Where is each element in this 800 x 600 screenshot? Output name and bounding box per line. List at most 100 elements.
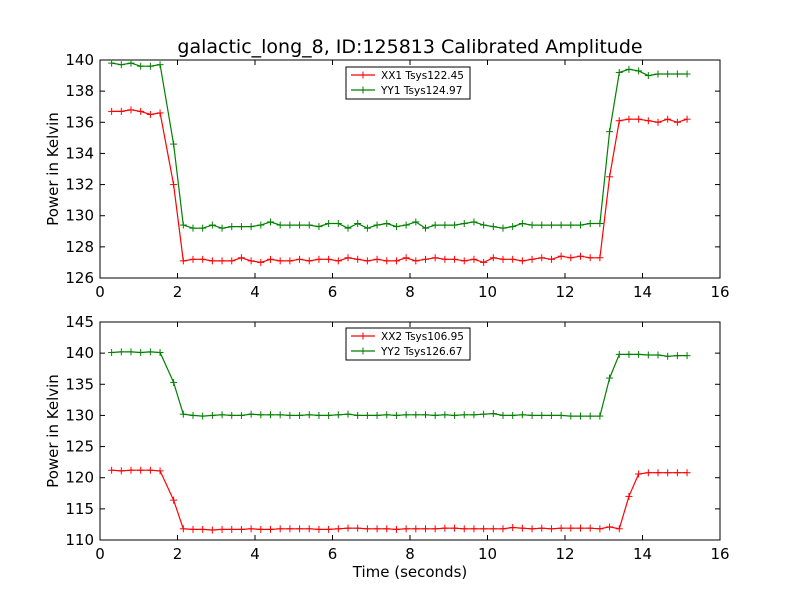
y-tick-label: 120: [65, 469, 94, 487]
data-point: [499, 411, 507, 419]
data-point: [586, 220, 594, 227]
data-point: [305, 257, 313, 265]
data-point: [247, 257, 255, 265]
data-point: [373, 525, 381, 533]
x-axis-label: Time (seconds): [352, 563, 468, 581]
data-point: [127, 59, 135, 67]
data-point: [218, 257, 226, 265]
data-point: [189, 411, 197, 419]
data-point: [179, 257, 187, 265]
data-point: [108, 349, 116, 357]
y-axis-label: Power in Kelvin: [44, 112, 62, 226]
data-point: [547, 411, 555, 419]
data-point: [567, 254, 575, 262]
data-point: [257, 221, 265, 229]
data-point: [257, 258, 265, 266]
legend-label: XX1 Tsys122.45: [381, 70, 464, 82]
data-point: [460, 411, 468, 419]
data-point: [654, 70, 662, 78]
data-point: [383, 257, 391, 265]
data-point: [402, 221, 410, 229]
data-point: [577, 252, 584, 260]
data-point: [547, 525, 555, 533]
data-point: [402, 254, 410, 262]
data-point: [137, 466, 145, 474]
data-point: [683, 352, 691, 360]
data-point: [247, 223, 255, 231]
data-point: [305, 221, 313, 229]
data-point: [402, 411, 410, 419]
x-tick-label: 4: [250, 283, 260, 301]
x-tick-label: 12: [555, 545, 574, 563]
data-point: [606, 128, 614, 136]
data-point: [267, 218, 274, 226]
data-point: [117, 467, 125, 475]
legend: XX1 Tsys122.45 YY1 Tsys124.97: [345, 66, 471, 100]
data-point: [596, 254, 604, 262]
y-tick-label: 128: [65, 238, 94, 256]
data-point: [325, 220, 333, 227]
legend-entry: YY1 Tsys124.97: [351, 85, 462, 97]
figure-title: galactic_long_8, ID:125813 Calibrated Am…: [177, 36, 642, 58]
data-point: [606, 173, 614, 181]
data-point: [509, 223, 517, 231]
data-point: [451, 255, 459, 263]
data-point: [431, 525, 439, 533]
data-point: [547, 255, 555, 263]
data-point: [127, 106, 135, 114]
legend-box: [345, 66, 471, 100]
data-point: [296, 411, 304, 419]
data-point: [117, 107, 125, 115]
data-point: [286, 525, 294, 533]
x-tick-label: 14: [633, 545, 652, 563]
data-point: [635, 470, 643, 478]
legend-label: YY1 Tsys124.97: [380, 85, 462, 97]
data-point: [625, 115, 633, 123]
data-point: [208, 221, 216, 229]
data-point: [538, 254, 546, 262]
data-point: [146, 111, 154, 118]
data-point: [586, 254, 594, 262]
data-point: [334, 525, 342, 533]
data-point: [189, 224, 197, 232]
data-point: [528, 221, 536, 229]
data-point: [528, 411, 536, 419]
data-point: [267, 255, 274, 263]
data-point: [315, 411, 323, 419]
series-2: [108, 59, 691, 232]
data-point: [615, 350, 623, 358]
data-point: [276, 525, 284, 533]
data-point: [577, 221, 584, 229]
data-point: [156, 467, 164, 475]
data-point: [228, 525, 236, 533]
data-point: [460, 525, 468, 533]
data-point: [518, 220, 526, 227]
series-1: [108, 466, 691, 534]
data-point: [480, 410, 488, 418]
data-point: [127, 466, 135, 474]
data-point: [422, 525, 429, 533]
data-point: [635, 350, 643, 358]
data-point: [509, 524, 517, 532]
data-point: [480, 258, 488, 266]
x-tick-label: 4: [250, 545, 260, 563]
data-point: [644, 351, 652, 359]
data-point: [117, 348, 125, 356]
data-point: [567, 412, 575, 420]
data-point: [156, 109, 164, 117]
data-point: [257, 411, 265, 419]
data-point: [441, 221, 449, 229]
data-point: [315, 223, 323, 231]
data-point: [334, 411, 342, 419]
legend-box: [345, 327, 471, 361]
data-point: [441, 255, 449, 263]
y-tick-label: 134: [65, 144, 94, 162]
legend-label: YY2 Tsys126.67: [380, 346, 462, 358]
legend-entry: XX1 Tsys122.45: [351, 70, 464, 82]
data-point: [615, 68, 623, 76]
data-point: [179, 410, 187, 418]
data-point: [137, 349, 145, 357]
data-point: [170, 496, 178, 504]
data-point: [267, 525, 274, 533]
